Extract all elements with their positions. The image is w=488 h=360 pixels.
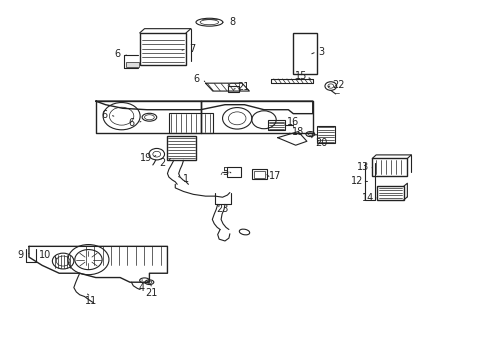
Text: 6: 6	[193, 74, 200, 84]
Text: 14: 14	[362, 193, 374, 203]
Bar	[252, 169, 266, 179]
Text: 9: 9	[17, 249, 23, 260]
Text: 12: 12	[350, 176, 362, 186]
Text: 6: 6	[101, 110, 107, 120]
Text: 15: 15	[294, 71, 306, 81]
Text: 20: 20	[315, 139, 327, 148]
Text: 6: 6	[128, 118, 134, 128]
Text: 21: 21	[237, 82, 249, 93]
Text: 17: 17	[268, 171, 280, 181]
Text: 21: 21	[145, 288, 158, 298]
Text: 10: 10	[40, 250, 52, 260]
Text: 7: 7	[188, 44, 195, 54]
Bar	[140, 33, 185, 65]
Bar	[316, 126, 334, 143]
Bar	[376, 186, 403, 200]
Bar	[267, 120, 285, 130]
Text: 4: 4	[139, 283, 145, 293]
Bar	[371, 158, 407, 176]
Bar	[168, 113, 212, 133]
Bar	[167, 136, 195, 160]
Text: 19: 19	[140, 153, 152, 163]
Bar	[125, 62, 139, 67]
Text: 6: 6	[114, 49, 121, 59]
Text: 5: 5	[222, 167, 228, 177]
Text: 3: 3	[318, 46, 324, 57]
Text: 18: 18	[291, 127, 304, 136]
Bar	[227, 86, 238, 92]
Bar	[254, 171, 264, 178]
Text: 22: 22	[331, 80, 344, 90]
Text: 23: 23	[216, 204, 228, 215]
Text: 13: 13	[357, 162, 369, 172]
Text: 8: 8	[229, 17, 235, 27]
Bar	[227, 167, 241, 177]
Text: 16: 16	[286, 117, 299, 127]
Text: 11: 11	[84, 296, 97, 306]
Text: 1: 1	[183, 174, 189, 184]
Text: 2: 2	[159, 158, 165, 168]
Bar	[293, 33, 316, 74]
